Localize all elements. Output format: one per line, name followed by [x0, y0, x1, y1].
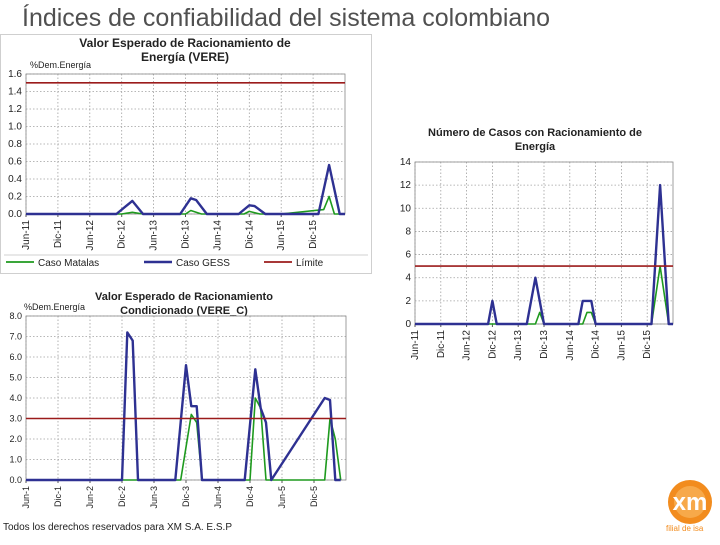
chart-vere-c-svg: Valor Esperado de Racionamiento Condicion… — [9, 291, 347, 509]
y-tick-label: 2 — [405, 296, 411, 307]
chart-title-line: Valor Esperado de Racionamiento de — [79, 36, 291, 50]
x-tick-label: Jun-4 — [213, 486, 223, 509]
y-tick-label: 8 — [405, 226, 411, 237]
x-tick-label: Jun-3 — [149, 486, 159, 509]
chart-title-line: Energía — [515, 141, 556, 153]
y-tick-label: 0.4 — [8, 174, 22, 185]
chart-title-line: Valor Esperado de Racionamiento — [95, 291, 273, 303]
y-tick-label: 5.0 — [9, 373, 22, 383]
y-tick-label: 0.2 — [8, 192, 22, 203]
chart-title-line: Energía (VERE) — [141, 50, 229, 64]
chart-vere-c: Valor Esperado de Racionamiento Condicion… — [0, 288, 360, 520]
x-tick-label: Dic-11 — [436, 330, 447, 359]
legend-label: Caso Matalas — [38, 258, 99, 269]
x-tick-label: Jun-12 — [462, 330, 473, 361]
series-line-caso-gess — [26, 331, 341, 482]
chart-vere: Valor Esperado de Racionamiento de Energí… — [0, 34, 380, 274]
plot-area — [25, 315, 347, 481]
y-tick-label: 10 — [400, 203, 412, 214]
x-tick-label: Jun-14 — [565, 330, 576, 361]
x-tick-label: Dic-15 — [642, 330, 653, 359]
y-tick-label: 1.4 — [8, 87, 22, 98]
x-tick-label: Jun-14 — [212, 220, 223, 251]
legend-label: Caso GESS — [176, 258, 230, 269]
y-tick-label: 6.0 — [9, 352, 22, 362]
x-tick-label: Jun-5 — [277, 486, 287, 509]
x-tick-label: Jun-13 — [513, 330, 524, 361]
y-tick-label: 0.0 — [9, 475, 22, 485]
y-tick-label: 7.0 — [9, 332, 22, 342]
x-tick-label: Dic-14 — [244, 220, 255, 249]
y-tick-label: 3.0 — [9, 414, 22, 424]
y-tick-label: 12 — [400, 180, 412, 191]
x-tick-label: Dic-14 — [591, 330, 602, 359]
x-tick-label: Jun-2 — [85, 486, 95, 509]
x-tick-label: Dic-11 — [53, 220, 64, 249]
y-tick-label: 2.0 — [9, 434, 22, 444]
x-tick-label: Jun-13 — [149, 220, 160, 251]
y-axis-label: %Dem.Energía — [24, 302, 85, 312]
x-tick-label: Dic-3 — [181, 486, 191, 507]
y-tick-label: 0.0 — [8, 209, 22, 220]
series-line-caso-gess — [415, 183, 673, 326]
y-tick-label: 4.0 — [9, 393, 22, 403]
x-tick-label: Dic-12 — [487, 330, 498, 359]
chart-casos-racionamiento: Número de Casos con Racionamiento de Ener… — [385, 122, 675, 377]
y-tick-label: 0.8 — [8, 139, 22, 150]
x-tick-label: Dic-5 — [309, 486, 319, 507]
y-tick-label: 4 — [405, 273, 411, 284]
logo-text: xm — [673, 489, 708, 516]
y-tick-label: 1.2 — [8, 104, 22, 115]
x-tick-label: Jun-12 — [85, 220, 96, 251]
x-tick-label: Dic-1 — [53, 486, 63, 507]
x-tick-label: Dic-4 — [245, 486, 255, 507]
x-tick-label: Jun-15 — [616, 330, 627, 361]
chart-title-line: Condicionado (VERE_C) — [120, 305, 248, 317]
x-tick-label: Jun-11 — [410, 330, 421, 360]
series-line-caso-gess — [26, 163, 345, 216]
xm-logo: xm — [648, 478, 720, 540]
logo-tagline: filial de isa — [666, 524, 704, 533]
y-tick-label: 1.6 — [8, 69, 22, 80]
y-axis-label: %Dem.Energía — [30, 60, 91, 70]
chart-title-line: Número de Casos con Racionamiento de — [428, 127, 642, 139]
x-tick-label: Jun-11 — [21, 220, 32, 250]
y-tick-label: 14 — [400, 157, 412, 168]
y-tick-label: 6 — [405, 250, 411, 261]
slide-title: Índices de confiabilidad del sistema col… — [22, 4, 551, 32]
y-tick-label: 1.0 — [8, 122, 22, 133]
y-tick-label: 1.0 — [9, 455, 22, 465]
x-tick-label: Dic-13 — [181, 220, 192, 249]
chart-casos-svg: Número de Casos con Racionamiento de Ener… — [400, 127, 674, 361]
x-tick-label: Dic-12 — [117, 220, 128, 249]
legend-label: Límite — [296, 258, 324, 269]
x-tick-label: Dic-15 — [308, 220, 319, 249]
x-tick-label: Jun-1 — [21, 486, 31, 509]
x-tick-label: Jun-15 — [276, 220, 287, 251]
x-tick-label: Dic-2 — [117, 486, 127, 507]
x-tick-label: Dic-13 — [539, 330, 550, 359]
y-tick-label: 8.0 — [9, 311, 22, 321]
y-tick-label: 0.6 — [8, 157, 22, 168]
y-tick-label: 0 — [405, 319, 411, 330]
chart-vere-svg: Valor Esperado de Racionamiento deEnergí… — [0, 34, 372, 274]
copyright-footer: Todos los derechos reservados para XM S.… — [3, 522, 232, 533]
